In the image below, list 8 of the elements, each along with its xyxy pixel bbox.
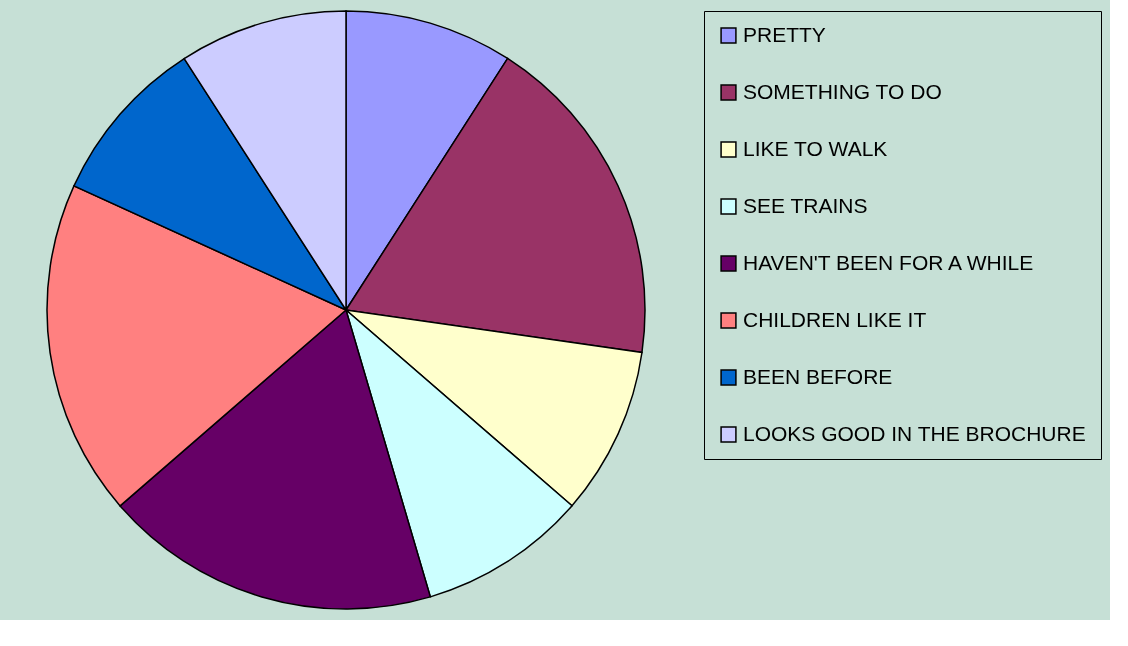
legend-label: SEE TRAINS bbox=[743, 193, 868, 217]
legend-label: BEEN BEFORE bbox=[743, 364, 893, 388]
legend-label: HAVEN'T BEEN FOR A WHILE bbox=[743, 250, 1034, 274]
legend-label: LIKE TO WALK bbox=[743, 136, 888, 160]
legend-label: LOOKS GOOD IN THE BROCHURE bbox=[743, 421, 1086, 445]
legend-label: SOMETHING TO DO bbox=[743, 79, 942, 103]
legend-label: PRETTY bbox=[743, 22, 826, 46]
legend-label: CHILDREN LIKE IT bbox=[743, 307, 927, 331]
